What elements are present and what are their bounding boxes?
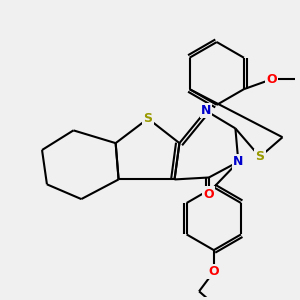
Text: N: N <box>201 104 211 117</box>
Text: O: O <box>208 265 219 278</box>
Text: N: N <box>233 155 244 168</box>
Text: S: S <box>255 150 264 164</box>
Text: O: O <box>204 188 214 201</box>
Text: O: O <box>266 73 277 86</box>
Text: S: S <box>143 112 152 125</box>
